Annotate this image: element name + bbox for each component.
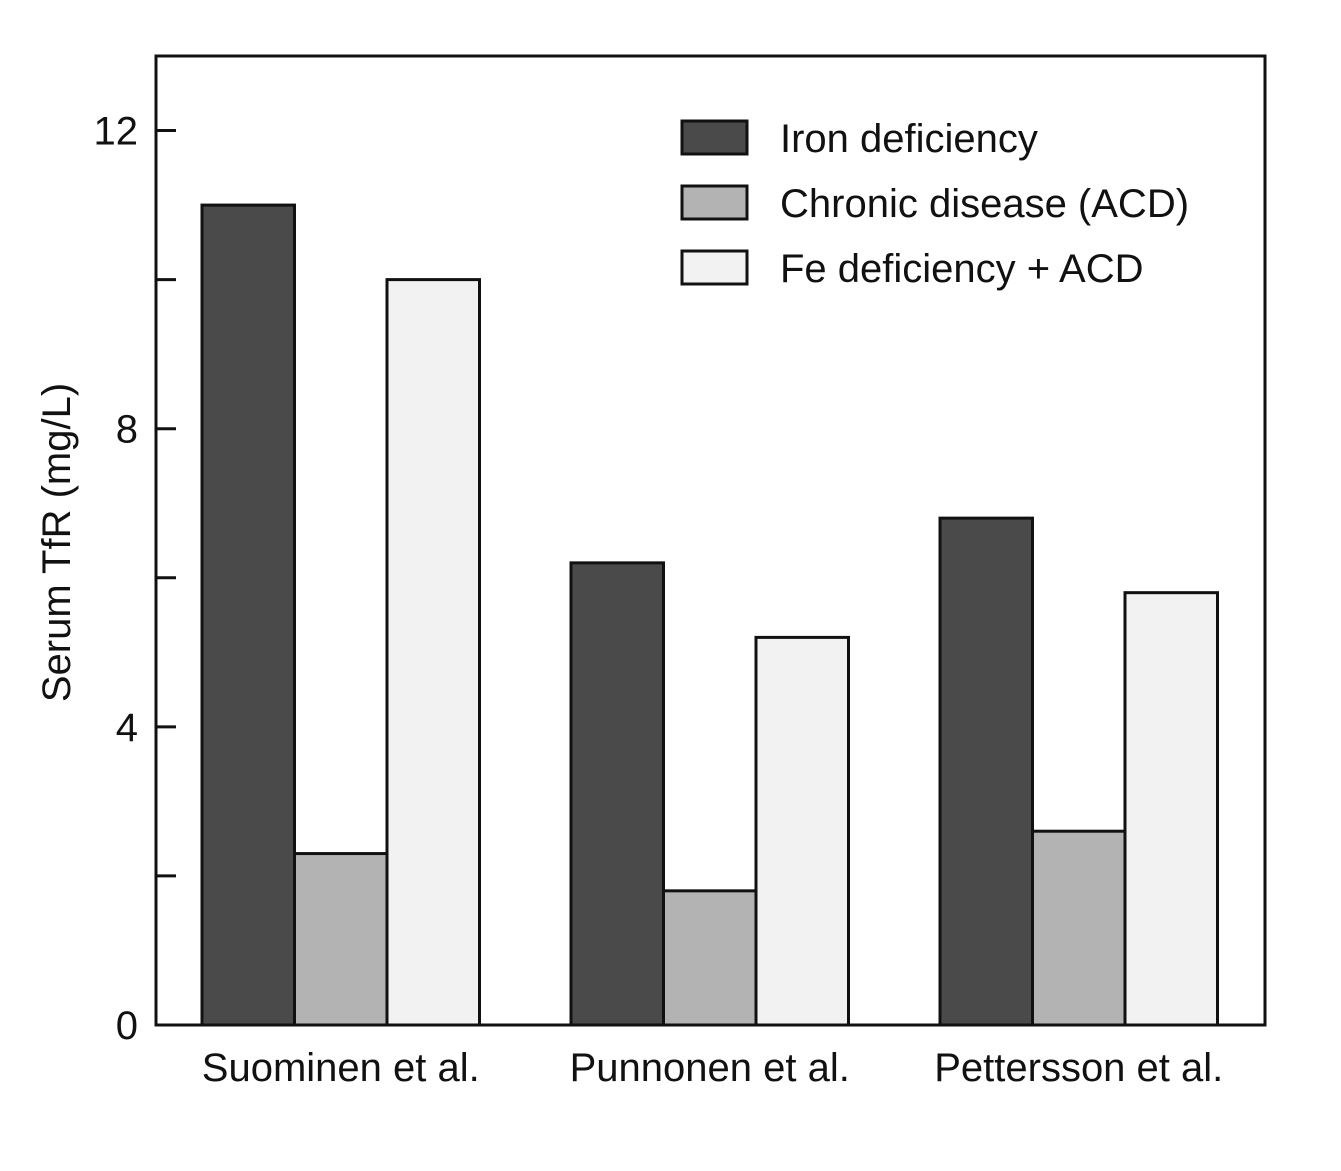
legend-label: Chronic disease (ACD) — [780, 182, 1189, 226]
bars-layer — [200, 203, 1219, 1027]
legend-swatch — [680, 249, 749, 286]
bar-chronic-disease — [293, 852, 389, 1027]
legend-label: Iron deficiency — [780, 117, 1038, 161]
bar-chronic-disease — [662, 889, 758, 1027]
y-axis: 0 4 8 12 — [94, 110, 176, 1048]
x-axis: Suominen et al. Punnonen et al. Pettersson… — [202, 1046, 1224, 1090]
legend: Iron deficiency Chronic disease (ACD) Fe d… — [680, 117, 1189, 291]
y-tick-label: 8 — [116, 408, 138, 452]
legend-swatch — [680, 184, 749, 221]
legend-swatch — [680, 119, 749, 156]
bar-iron-deficiency — [200, 203, 296, 1027]
bar-iron-deficiency — [938, 516, 1034, 1027]
y-tick-label: 12 — [94, 110, 139, 154]
y-axis-label: Serum TfR (mg/L) — [35, 383, 79, 702]
plot-frame — [154, 54, 1267, 1027]
legend-label: Fe deficiency + ACD — [780, 247, 1144, 291]
bar-fe-deficiency-acd — [1123, 591, 1219, 1027]
x-category-label: Pettersson et al. — [934, 1046, 1223, 1090]
bar-iron-deficiency — [569, 561, 665, 1027]
y-tick-label: 4 — [116, 706, 138, 750]
bar-fe-deficiency-acd — [385, 278, 481, 1027]
bar-chronic-disease — [1031, 829, 1127, 1027]
bar-fe-deficiency-acd — [754, 635, 850, 1027]
x-category-label: Suominen et al. — [202, 1046, 480, 1090]
y-tick-label: 0 — [116, 1004, 138, 1048]
x-category-label: Punnonen et al. — [570, 1046, 850, 1090]
